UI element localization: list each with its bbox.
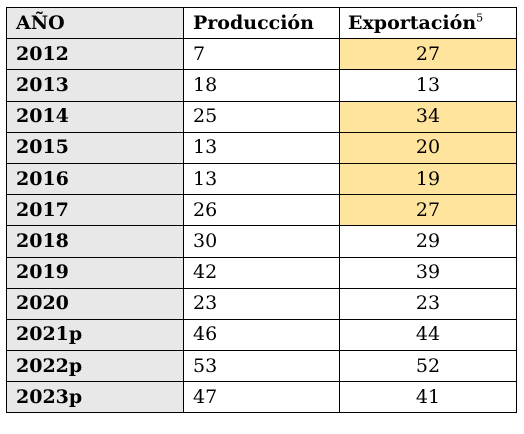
cell-export: 27 [339,194,517,227]
table-row: 2022p 53 52 [6,350,517,383]
cell-year: 2021p [6,318,184,352]
cell-production: 46 [183,318,340,352]
cell-production: 42 [183,256,340,289]
cell-export: 29 [339,225,517,258]
table-row: 2015 13 20 [6,131,517,164]
cell-export: 20 [339,131,517,164]
table-row: 2012 7 27 [6,38,517,71]
cell-year: 2018 [6,225,184,258]
table-row: 2014 25 34 [6,100,517,133]
table-body: 2012 7 27 2013 18 13 2014 25 34 2015 13 20 2016 13 19 2… [6,38,517,414]
cell-year: 2019 [6,256,184,289]
cell-export: 19 [339,162,517,196]
cell-export: 41 [339,381,517,414]
cell-year: 2013 [6,69,184,102]
cell-year: 2014 [6,100,184,133]
cell-production: 7 [183,38,340,71]
cell-export: 13 [339,69,517,102]
header-export: Exportación5 [339,6,517,40]
table-row: 2019 42 39 [6,256,517,289]
cell-production: 23 [183,287,340,320]
cell-year: 2016 [6,162,184,196]
table-row: 2018 30 29 [6,225,517,258]
table-row: 2020 23 23 [6,287,517,320]
production-export-table: AÑO Producción Exportación5 2012 7 27 2013 1… [6,6,517,414]
cell-production: 47 [183,381,340,414]
table-header-row: AÑO Producción Exportación5 [6,6,517,40]
cell-production: 30 [183,225,340,258]
data-table-container: AÑO Producción Exportación5 2012 7 27 2013 1… [6,6,517,414]
header-export-label: Exportación [348,11,477,34]
header-year: AÑO [6,6,184,40]
cell-year: 2012 [6,38,184,71]
table-row: 2013 18 13 [6,69,517,102]
cell-production: 18 [183,69,340,102]
cell-year: 2015 [6,131,184,164]
table-row: 2023p 47 41 [6,381,517,414]
cell-production: 26 [183,194,340,227]
cell-production: 13 [183,131,340,164]
table-row: 2021p 46 44 [6,318,517,352]
cell-production: 25 [183,100,340,133]
cell-year: 2017 [6,194,184,227]
cell-year: 2020 [6,287,184,320]
cell-export: 44 [339,318,517,352]
header-production: Producción [183,6,340,40]
header-export-footnote: 5 [476,11,484,25]
cell-export: 23 [339,287,517,320]
cell-year: 2022p [6,350,184,383]
cell-export: 39 [339,256,517,289]
table-row: 2016 13 19 [6,162,517,196]
cell-production: 13 [183,162,340,196]
cell-export: 34 [339,100,517,133]
cell-production: 53 [183,350,340,383]
cell-year: 2023p [6,381,184,414]
cell-export: 52 [339,350,517,383]
cell-export: 27 [339,38,517,71]
table-row: 2017 26 27 [6,194,517,227]
